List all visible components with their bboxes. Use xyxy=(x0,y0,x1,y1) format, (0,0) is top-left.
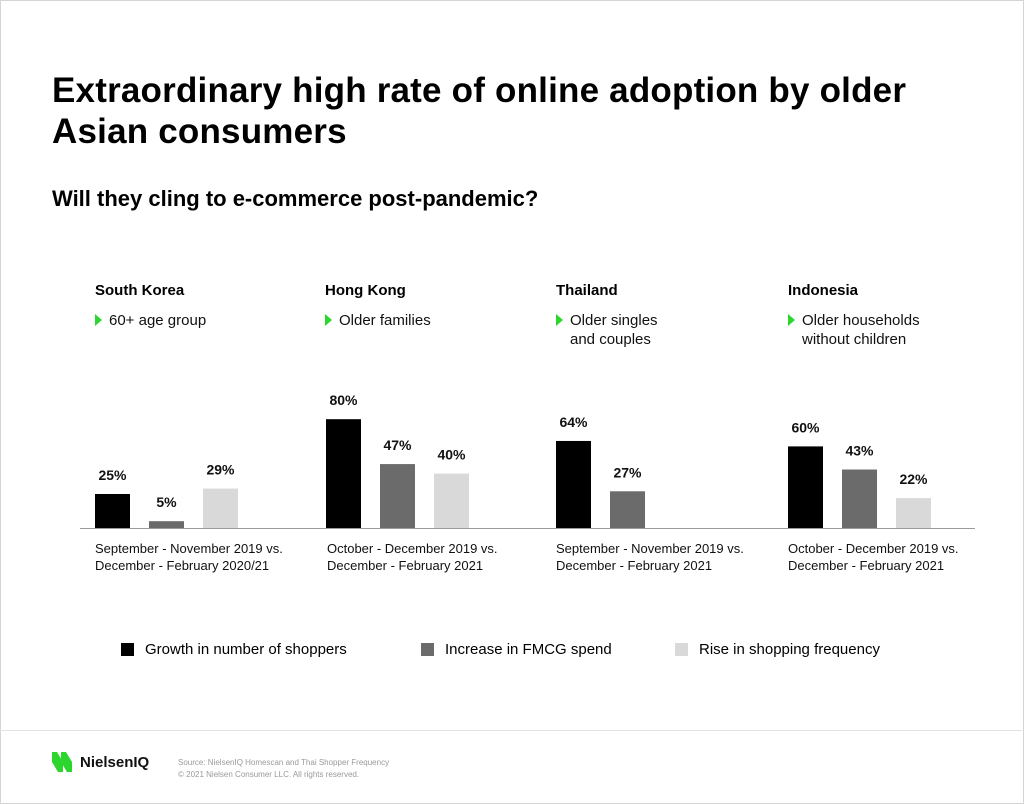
data-label: 64% xyxy=(559,414,588,430)
period-line2: December - February 2021 xyxy=(327,558,484,573)
segment-label: Older singles and couples xyxy=(556,311,776,349)
period-caption: October - December 2019 vs. December - F… xyxy=(788,540,1008,574)
group-hong-kong: Hong Kong Older families xyxy=(325,281,545,330)
segment-label: Older families xyxy=(325,311,545,330)
data-label: 29% xyxy=(206,462,235,478)
legend-item-frequency: Rise in shopping frequency xyxy=(675,641,880,658)
legend-item-fmcg-spend: Increase in FMCG spend xyxy=(421,641,612,658)
legend-item-growth: Growth in number of shoppers xyxy=(121,641,347,658)
legend-swatch xyxy=(421,643,434,656)
period-line1: September - November 2019 vs. xyxy=(95,541,283,556)
country-label: Thailand xyxy=(556,282,618,299)
green-triangle-icon xyxy=(556,314,563,326)
period-caption: September - November 2019 vs. December -… xyxy=(556,540,776,574)
country-label: South Korea xyxy=(95,282,185,299)
nielseniq-logo: NielsenIQ xyxy=(52,752,149,772)
bar xyxy=(842,469,877,528)
bar xyxy=(610,491,645,528)
period-line2: December - February 2021 xyxy=(556,558,713,573)
bar xyxy=(380,464,415,528)
period-caption: October - December 2019 vs. December - F… xyxy=(327,540,547,574)
data-label: 22% xyxy=(899,471,928,487)
legend-label: Growth in number of shoppers xyxy=(145,641,347,658)
period-line2: December - February 2021 xyxy=(788,558,945,573)
country-label: Indonesia xyxy=(788,282,859,299)
data-label: 27% xyxy=(613,464,642,480)
page-subtitle: Will they cling to e-commerce post-pande… xyxy=(52,186,539,211)
segment-label: Older households without children xyxy=(788,311,1008,349)
period-line2: December - February 2020/21 xyxy=(95,558,270,573)
legend-swatch xyxy=(121,643,134,656)
copyright-text: © 2021 Nielsen Consumer LLC. All rights … xyxy=(178,770,360,779)
green-triangle-icon xyxy=(95,314,102,326)
bar xyxy=(434,473,469,528)
segment-text-line2: and couples xyxy=(570,331,651,348)
green-triangle-icon xyxy=(788,314,795,326)
bar xyxy=(788,446,823,528)
period-caption: September - November 2019 vs. December -… xyxy=(95,540,315,574)
bar xyxy=(326,419,361,528)
data-label: 47% xyxy=(383,437,412,453)
data-label: 25% xyxy=(98,467,127,483)
data-label: 5% xyxy=(156,494,177,510)
segment-text: 60+ age group xyxy=(109,312,207,329)
bar xyxy=(95,494,130,528)
group-indonesia: Indonesia Older households without child… xyxy=(788,281,1008,349)
bar xyxy=(896,498,931,528)
green-triangle-icon xyxy=(325,314,332,326)
bar xyxy=(203,488,238,528)
data-label: 43% xyxy=(845,443,874,459)
country-label: Hong Kong xyxy=(325,282,406,299)
legend-label: Increase in FMCG spend xyxy=(445,641,612,658)
segment-label: 60+ age group xyxy=(95,311,315,330)
source-note: Source: NielsenIQ Homescan and Thai Shop… xyxy=(178,757,389,781)
logo-text: NielsenIQ xyxy=(80,753,150,771)
footer-divider xyxy=(0,730,1022,731)
group-thailand: Thailand Older singles and couples xyxy=(556,281,776,349)
bar xyxy=(149,521,184,528)
period-line1: October - December 2019 vs. xyxy=(788,541,959,556)
legend-label: Rise in shopping frequency xyxy=(699,641,880,658)
data-label: 40% xyxy=(437,447,466,463)
nielseniq-logo-icon xyxy=(52,752,72,772)
legend-swatch xyxy=(675,643,688,656)
segment-text-line2: without children xyxy=(802,331,907,348)
segment-text-line1: Older households xyxy=(802,312,920,329)
segment-text: Older families xyxy=(339,312,431,329)
segment-text-line1: Older singles xyxy=(570,312,658,329)
period-line1: September - November 2019 vs. xyxy=(556,541,744,556)
page-title: Extraordinary high rate of online adopti… xyxy=(52,71,907,151)
period-line1: October - December 2019 vs. xyxy=(327,541,498,556)
group-south-korea: South Korea 60+ age group xyxy=(95,281,315,330)
bar xyxy=(556,440,591,528)
source-text: Source: NielsenIQ Homescan and Thai Shop… xyxy=(178,758,390,767)
data-label: 60% xyxy=(791,419,820,435)
data-label: 80% xyxy=(329,392,358,408)
